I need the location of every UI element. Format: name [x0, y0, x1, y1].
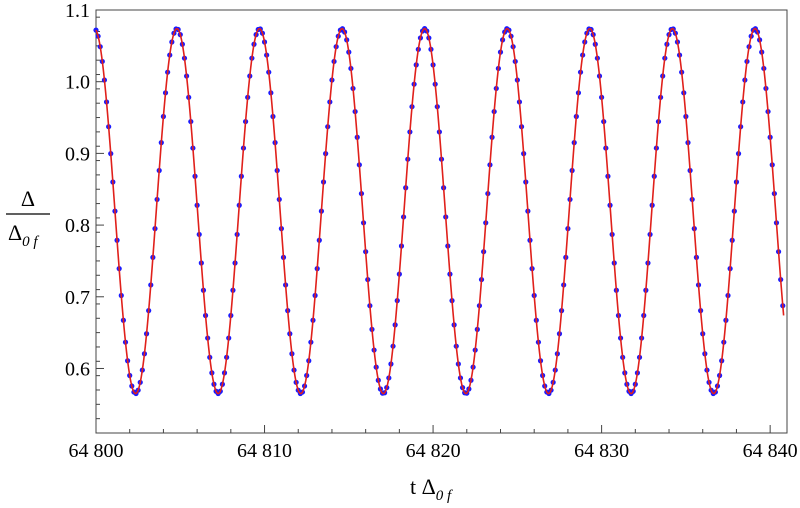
- y-axis-label-denominator: Δ0 f: [8, 220, 39, 250]
- y-tick-label: 0.8: [65, 215, 90, 237]
- y-axis-label: Δ Δ0 f: [6, 186, 50, 250]
- y-tick-label: 0.9: [65, 143, 90, 165]
- y-tick-label: 0.6: [65, 358, 90, 380]
- x-tick-label: 64 840: [743, 440, 798, 462]
- y-axis-label-numerator: Δ: [21, 186, 35, 211]
- x-tick-label: 64 810: [237, 440, 292, 462]
- x-tick-label: 64 830: [574, 440, 629, 462]
- y-ticks: 0.6 0.7 0.8 0.9 1.0 1.1: [65, 0, 104, 420]
- x-axis-label: t Δ0 f: [410, 474, 453, 504]
- y-tick-label: 0.7: [65, 287, 90, 309]
- series-points: [93, 26, 786, 397]
- plot-frame: [95, 9, 788, 434]
- x-ticks: 64 800 64 810 64 820 64 830 64 840: [69, 425, 798, 462]
- y-tick-label: 1.0: [65, 72, 90, 94]
- y-tick-label: 1.1: [65, 0, 90, 22]
- x-tick-label: 64 800: [69, 440, 124, 462]
- x-tick-label: 64 820: [406, 440, 461, 462]
- series-line: [95, 27, 785, 395]
